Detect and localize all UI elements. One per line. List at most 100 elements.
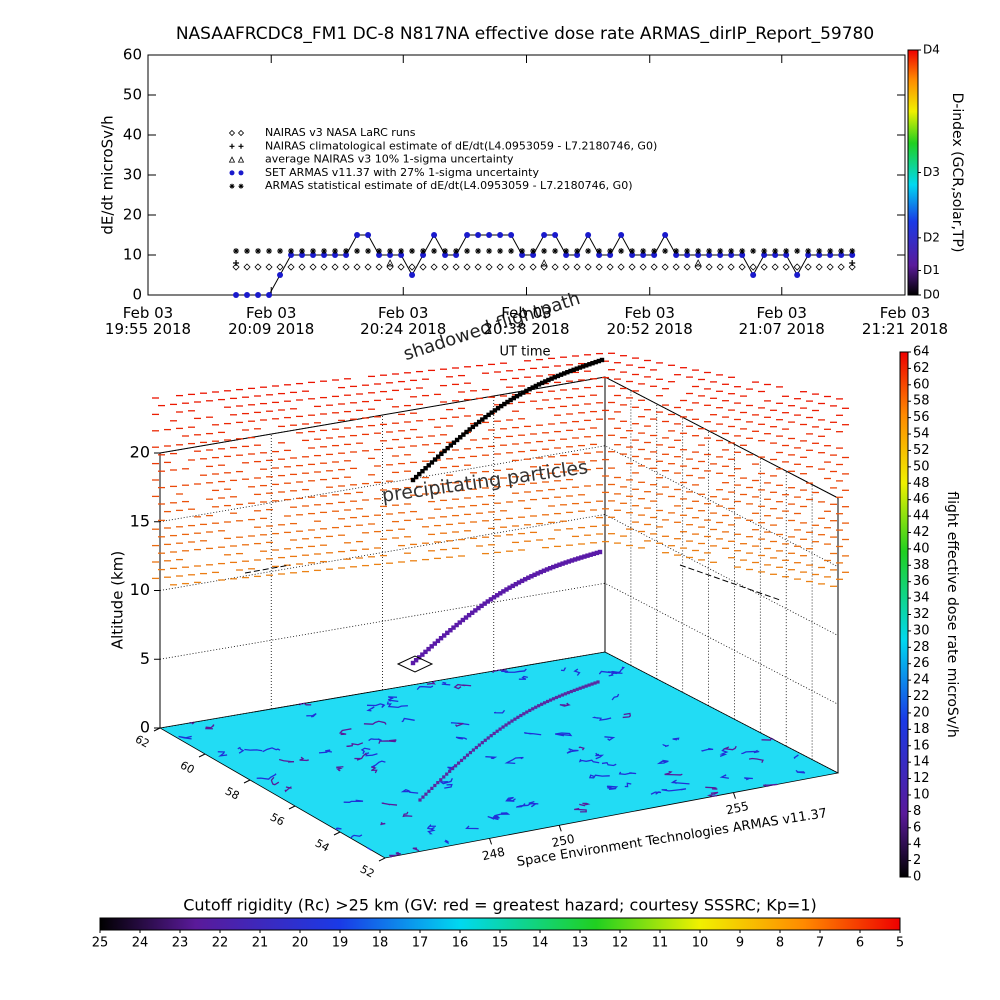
- marker-dot: [409, 272, 416, 278]
- floor-shadow: [442, 775, 446, 779]
- flight-projection: [417, 471, 422, 477]
- marker-star: [750, 248, 757, 254]
- flight-path: [547, 566, 553, 571]
- floor-shadow: [427, 789, 431, 793]
- colorbar-tick-label: 24: [913, 673, 930, 688]
- contour: [670, 779, 690, 785]
- flight-path: [435, 638, 441, 644]
- lon-tick-label: 255: [725, 799, 750, 817]
- marker-star: [717, 248, 724, 254]
- flight-path: [557, 562, 562, 567]
- marker-diamond: [584, 263, 592, 271]
- contour: [555, 732, 573, 737]
- flight-projection: [530, 385, 535, 390]
- flight-path: [513, 581, 519, 587]
- colorbar-tick-label: D0: [923, 288, 940, 302]
- flight-path: [569, 558, 575, 563]
- flight-projection: [502, 401, 507, 407]
- z-axis-label: Altitude (km): [109, 551, 127, 649]
- colorbar-tick-label: 56: [913, 410, 930, 425]
- contour: [744, 777, 753, 781]
- marker-plus: [238, 143, 244, 149]
- marker-diamond: [496, 263, 504, 271]
- flight-path: [588, 552, 593, 557]
- marker-star: [739, 248, 746, 254]
- flight-projection: [539, 380, 545, 386]
- colorbar-tick-label: 6: [913, 820, 921, 835]
- contour: [381, 802, 398, 806]
- flight-projection: [562, 371, 567, 376]
- marker-dot: [585, 232, 592, 238]
- marker-diamond: [606, 263, 614, 271]
- marker-diamond: [573, 263, 581, 271]
- floor-shadow: [459, 758, 464, 763]
- floor-shadow: [492, 731, 496, 736]
- contour: [524, 731, 542, 736]
- marker-diamond: [485, 263, 493, 271]
- flight-projection: [436, 454, 441, 459]
- floor-shadow: [486, 736, 490, 740]
- contour: [387, 696, 399, 703]
- floor-shadow: [563, 692, 567, 696]
- marker-star: [310, 248, 317, 254]
- colorbar: [907, 49, 919, 296]
- marker-star: [794, 248, 801, 254]
- flight-path: [526, 575, 531, 580]
- floor-shadow: [424, 792, 428, 796]
- flight-projection: [580, 364, 586, 369]
- flight-path: [507, 585, 512, 590]
- contour: [588, 774, 610, 779]
- lat-tick: [333, 831, 341, 836]
- floor-shadow: [468, 750, 473, 755]
- marker-star: [321, 248, 328, 254]
- marker-diamond: [837, 263, 845, 271]
- colorbar-tick-label: 18: [913, 722, 930, 737]
- contour: [366, 847, 372, 851]
- grid-line: [159, 376, 839, 499]
- colorbar-tick-label: 25: [92, 936, 109, 951]
- contour: [178, 735, 192, 740]
- contour: [578, 758, 600, 764]
- marker-diamond: [430, 263, 438, 271]
- contour: [465, 825, 479, 830]
- colorbar-tick-label: 6: [856, 936, 864, 951]
- marker-diamond: [243, 263, 251, 271]
- flight-projection: [543, 379, 548, 384]
- contour: [591, 716, 612, 721]
- contour: [574, 807, 587, 813]
- marker-diamond: [254, 263, 262, 271]
- contour: [217, 751, 228, 757]
- contour: [386, 701, 408, 709]
- floor-shadow: [451, 766, 455, 771]
- floor-shadow: [471, 748, 475, 752]
- marker-dot: [420, 252, 427, 258]
- marker-dot: [607, 252, 614, 258]
- marker-dot: [816, 252, 823, 258]
- colorbar-tick-label: 38: [913, 558, 930, 573]
- flight-projection: [596, 358, 602, 364]
- contour: [672, 737, 680, 741]
- flight-projection: [476, 419, 482, 425]
- legend-label: NAIRAS v3 NASA LaRC runs: [265, 126, 416, 139]
- marker-triangle: [694, 259, 702, 267]
- x-tick-label: Feb 03 20:24 2018: [360, 304, 447, 338]
- colorbar-tick-label: 52: [913, 443, 930, 458]
- marker-star: [838, 248, 845, 254]
- flight-projection: [552, 375, 557, 380]
- marker-star: [420, 248, 427, 254]
- flight-path: [432, 641, 438, 646]
- legend-label: NAIRAS climatological estimate of dE/dt(…: [265, 139, 657, 152]
- lat-tick: [198, 753, 206, 758]
- colorbar-tick-label: 17: [412, 936, 429, 951]
- lon-tick-label: 250: [550, 832, 575, 850]
- marker-dot: [497, 232, 504, 238]
- contour: [453, 683, 472, 690]
- contour: [501, 668, 527, 673]
- flight-path: [417, 655, 422, 660]
- contour: [661, 788, 687, 792]
- marker-star: [563, 248, 570, 254]
- flight-projection: [505, 399, 510, 405]
- floor-shadow: [430, 786, 434, 790]
- contour: [205, 724, 215, 730]
- marker-diamond: [397, 263, 405, 271]
